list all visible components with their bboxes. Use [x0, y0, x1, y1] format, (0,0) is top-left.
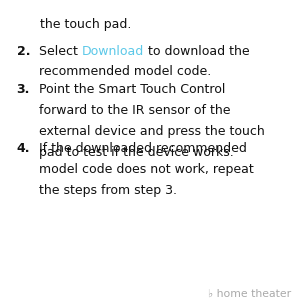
Text: external device and press the touch: external device and press the touch	[39, 125, 265, 138]
Text: Select: Select	[39, 45, 82, 57]
Text: 4.: 4.	[16, 142, 30, 155]
Text: the touch pad.: the touch pad.	[40, 18, 132, 31]
Text: the steps from step 3.: the steps from step 3.	[39, 184, 177, 197]
Text: If the downloaded recommended: If the downloaded recommended	[39, 142, 247, 155]
Text: ♭ home theater: ♭ home theater	[208, 288, 291, 298]
Text: to download the: to download the	[144, 45, 250, 57]
Text: Point the Smart Touch Control: Point the Smart Touch Control	[39, 83, 225, 96]
Text: model code does not work, repeat: model code does not work, repeat	[39, 163, 254, 176]
Text: forward to the IR sensor of the: forward to the IR sensor of the	[39, 104, 230, 117]
Text: recommended model code.: recommended model code.	[39, 65, 211, 78]
Text: 2.: 2.	[16, 45, 30, 57]
Text: Download: Download	[82, 45, 144, 57]
Text: 3.: 3.	[16, 83, 30, 96]
Text: pad to test if the device works.: pad to test if the device works.	[39, 146, 234, 158]
